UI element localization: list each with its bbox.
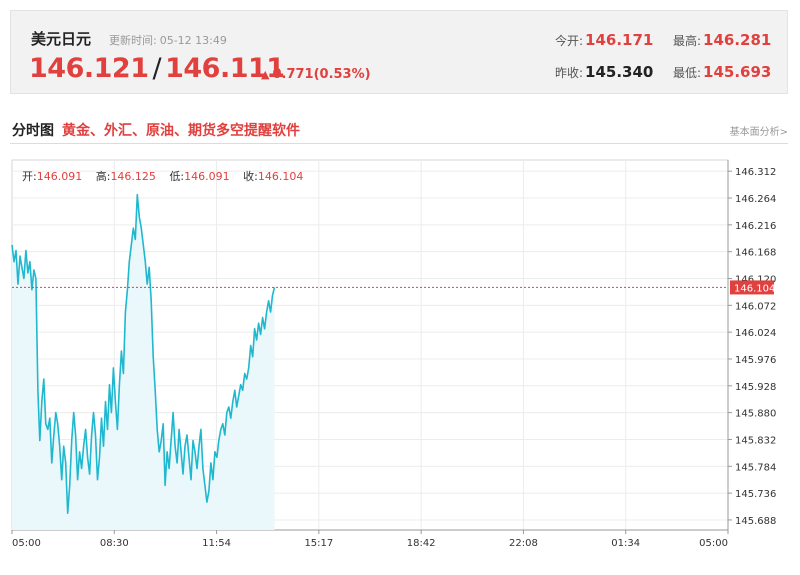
- x-tick-label: 05:00: [699, 538, 728, 549]
- prev-close-stat: 昨收: 145.340: [555, 63, 653, 81]
- ohlc-low-label: 低:: [169, 170, 185, 183]
- up-arrow-icon: ▲: [261, 68, 270, 81]
- bid-ask-prices: 146.121/146.111: [29, 53, 285, 84]
- ohlc-close-label: 收:: [243, 170, 258, 183]
- price-area-fill: [12, 194, 275, 530]
- update-time: 更新时间: 05-12 13:49: [109, 32, 227, 48]
- open-value: 146.171: [585, 31, 654, 49]
- y-tick-label: 146.264: [735, 194, 776, 205]
- y-tick-label: 146.216: [735, 221, 776, 232]
- section-header: 分时图 黄金、外汇、原油、期货多空提醒软件 基本面分析>: [10, 110, 788, 144]
- ohlc-readout: 开:146.091 高:146.125 低:146.091 收:146.104: [22, 168, 313, 184]
- ohlc-high-label: 高:: [95, 170, 111, 183]
- y-tick-label: 146.024: [735, 328, 776, 339]
- low-stat: 最低: 145.693: [673, 63, 771, 81]
- current-price-tag: [730, 280, 774, 295]
- update-time-value: 05-12 13:49: [159, 34, 227, 47]
- low-value: 145.693: [703, 63, 772, 81]
- price-change-value: 0.771(0.53%): [272, 67, 371, 82]
- prev-close-label: 昨收:: [555, 66, 584, 80]
- low-label: 最低:: [673, 66, 702, 80]
- y-tick-label: 146.312: [735, 167, 776, 178]
- chart-canvas[interactable]: 146.312 146.264 146.216 146.168 146.120 146.0…: [0, 150, 800, 575]
- x-tick-label: 05:00: [12, 538, 41, 549]
- price-change: ▲ 0.771(0.53%): [261, 67, 371, 82]
- promo-link[interactable]: 黄金、外汇、原油、期货多空提醒软件: [62, 123, 300, 139]
- ohlc-low-value: 146.091: [184, 170, 230, 183]
- x-tick-label: 22:08: [509, 538, 538, 549]
- ohlc-high-value: 146.125: [110, 170, 156, 183]
- instrument-name: 美元日元: [31, 30, 92, 48]
- open-label: 今开:: [555, 34, 584, 48]
- fundamental-analysis-link[interactable]: 基本面分析>: [729, 127, 788, 138]
- ask-price: 146.111: [165, 53, 285, 84]
- y-tick-label: 145.736: [735, 489, 776, 500]
- y-tick-label: 145.928: [735, 382, 776, 393]
- ohlc-open-value: 146.091: [36, 170, 83, 183]
- intraday-chart[interactable]: 146.312 146.264 146.216 146.168 146.120 146.0…: [0, 150, 800, 575]
- ohlc-open-label: 开:: [22, 170, 37, 183]
- x-tick-label: 01:34: [611, 538, 640, 549]
- x-tick-label: 18:42: [407, 538, 436, 549]
- y-tick-label: 145.976: [735, 355, 776, 366]
- y-tick-label: 145.784: [735, 462, 776, 473]
- high-stat: 最高: 146.281: [673, 31, 771, 49]
- section-title: 分时图: [12, 123, 54, 139]
- y-tick-label: 145.688: [735, 516, 776, 527]
- y-tick-label: 146.072: [735, 301, 776, 312]
- y-tick-label: 146.120: [735, 274, 776, 285]
- price-separator: /: [152, 53, 162, 84]
- y-tick-label: 146.168: [735, 248, 776, 259]
- prev-close-value: 145.340: [585, 63, 654, 81]
- bid-price: 146.121: [29, 53, 149, 84]
- quote-panel: 美元日元 更新时间: 05-12 13:49 146.121/146.111 ▲ 0…: [10, 10, 788, 94]
- high-value: 146.281: [703, 31, 772, 49]
- current-price-label: 146.104: [734, 283, 775, 294]
- update-time-label: 更新时间:: [109, 34, 157, 47]
- high-label: 最高:: [673, 34, 702, 48]
- x-tick-label: 15:17: [304, 538, 333, 549]
- price-line: [11, 193, 276, 515]
- x-tick-label: 11:54: [202, 538, 231, 549]
- x-tick-label: 08:30: [100, 538, 129, 549]
- y-tick-label: 145.880: [735, 409, 776, 420]
- y-tick-label: 145.832: [735, 435, 776, 446]
- ohlc-close-value: 146.104: [257, 170, 304, 183]
- open-stat: 今开: 146.171: [555, 31, 653, 49]
